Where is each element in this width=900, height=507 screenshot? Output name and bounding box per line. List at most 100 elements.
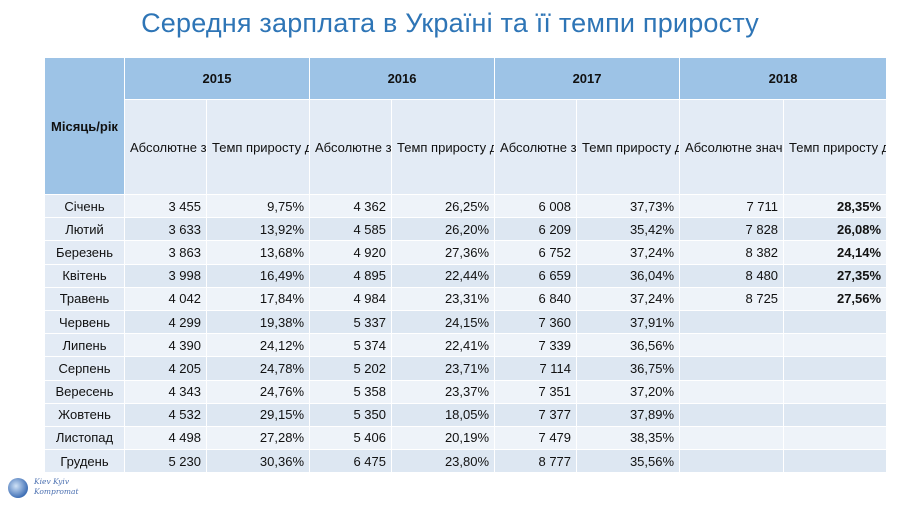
growth-rate-cell: 30,36% <box>205 449 311 474</box>
absolute-value-cell <box>679 402 785 427</box>
growth-rate-cell: 35,56% <box>576 449 681 474</box>
absolute-value-cell: 4 498 <box>124 425 207 451</box>
table-row: Лютий 3 633 13,92% 4 585 26,20% 6 209 35,42% 7 … <box>44 217 888 242</box>
absolute-value-cell <box>679 379 785 404</box>
table-row: Липень 4 390 24,12% 5 374 22,41% 7 339 36,56% <box>44 333 888 358</box>
growth-rate-cell: 37,89% <box>576 402 681 427</box>
absolute-value-cell: 7 339 <box>494 333 578 358</box>
growth-rate-cell: 17,84% <box>205 286 311 311</box>
absolute-value-cell: 8 777 <box>494 449 578 474</box>
month-cell: Травень <box>44 286 125 311</box>
absolute-value-cell: 6 752 <box>494 240 578 265</box>
growth-rate-cell: 13,92% <box>205 217 311 242</box>
table-row: Травень 4 042 17,84% 4 984 23,31% 6 840 37,24%… <box>44 286 888 311</box>
growth-rate-cell <box>783 309 888 335</box>
growth-rate-cell: 19,38% <box>205 309 311 335</box>
growth-rate-cell: 26,08% <box>783 217 888 242</box>
absolute-value-header: Абсолютне значення (грн) <box>679 99 785 195</box>
growth-rate-cell: 36,56% <box>576 333 681 358</box>
growth-rate-cell: 24,76% <box>205 379 311 404</box>
absolute-value-cell <box>679 425 785 451</box>
absolute-value-cell: 5 202 <box>309 356 393 381</box>
growth-rate-cell: 27,36% <box>391 240 496 265</box>
month-cell: Серпень <box>44 356 125 381</box>
absolute-value-cell: 7 479 <box>494 425 578 451</box>
absolute-value-cell: 4 362 <box>309 193 393 219</box>
absolute-value-cell: 3 863 <box>124 240 207 265</box>
growth-rate-cell: 24,12% <box>205 333 311 358</box>
absolute-value-header: Абсолютне значення (грн) <box>309 99 393 195</box>
absolute-value-cell: 5 230 <box>124 449 207 474</box>
growth-rate-cell: 13,68% <box>205 240 311 265</box>
table-row: Квітень 3 998 16,49% 4 895 22,44% 6 659 36,04%… <box>44 263 888 288</box>
month-cell: Жовтень <box>44 402 125 427</box>
absolute-value-cell: 6 475 <box>309 449 393 474</box>
growth-rate-cell: 37,24% <box>576 240 681 265</box>
absolute-value-cell: 7 114 <box>494 356 578 381</box>
absolute-value-cell: 4 895 <box>309 263 393 288</box>
growth-rate-cell: 28,35% <box>783 193 888 219</box>
month-cell: Лютий <box>44 217 125 242</box>
absolute-value-cell: 8 725 <box>679 286 785 311</box>
absolute-value-cell: 5 406 <box>309 425 393 451</box>
growth-rate-cell: 24,15% <box>391 309 496 335</box>
table-row: Червень 4 299 19,38% 5 337 24,15% 7 360 37,91% <box>44 309 888 335</box>
year-header: 2018 <box>679 57 888 100</box>
growth-rate-cell: 20,19% <box>391 425 496 451</box>
growth-rate-cell: 22,41% <box>391 333 496 358</box>
absolute-value-cell: 4 299 <box>124 309 207 335</box>
absolute-value-cell: 4 042 <box>124 286 207 311</box>
absolute-value-cell: 4 585 <box>309 217 393 242</box>
table-row: Листопад 4 498 27,28% 5 406 20,19% 7 479 38,35… <box>44 425 888 451</box>
growth-rate-cell: 37,73% <box>576 193 681 219</box>
table-row: Січень 3 455 9,75% 4 362 26,25% 6 008 37,73% 7 … <box>44 193 888 219</box>
growth-rate-cell: 36,75% <box>576 356 681 381</box>
month-cell: Березень <box>44 240 125 265</box>
year-header: 2016 <box>309 57 496 100</box>
absolute-value-cell: 5 374 <box>309 333 393 358</box>
absolute-value-cell: 3 998 <box>124 263 207 288</box>
month-cell: Липень <box>44 333 125 358</box>
absolute-value-cell: 7 828 <box>679 217 785 242</box>
table-row: Березень 3 863 13,68% 4 920 27,36% 6 752 37,24… <box>44 240 888 265</box>
corner-header: Місяць/рік <box>44 57 125 195</box>
growth-rate-cell: 9,75% <box>205 193 311 219</box>
absolute-value-header: Абсолютне значення (грн) <box>494 99 578 195</box>
growth-rate-header: Темп приросту до відповідного місяця мин… <box>391 99 496 195</box>
absolute-value-cell: 7 351 <box>494 379 578 404</box>
growth-rate-cell: 27,56% <box>783 286 888 311</box>
absolute-value-header: Абсолютне значення (грн) <box>124 99 207 195</box>
growth-rate-cell: 29,15% <box>205 402 311 427</box>
growth-rate-cell <box>783 333 888 358</box>
table-row: Жовтень 4 532 29,15% 5 350 18,05% 7 377 37,89% <box>44 402 888 427</box>
absolute-value-cell: 4 343 <box>124 379 207 404</box>
growth-rate-cell: 24,78% <box>205 356 311 381</box>
month-cell: Грудень <box>44 449 125 474</box>
logo: Kiev Kyiv Kompromat <box>6 472 86 502</box>
growth-rate-cell <box>783 449 888 474</box>
growth-rate-cell: 37,20% <box>576 379 681 404</box>
year-header: 2017 <box>494 57 681 100</box>
growth-rate-cell: 26,25% <box>391 193 496 219</box>
absolute-value-cell: 3 633 <box>124 217 207 242</box>
growth-rate-cell: 23,71% <box>391 356 496 381</box>
absolute-value-cell: 4 920 <box>309 240 393 265</box>
absolute-value-cell <box>679 333 785 358</box>
absolute-value-cell: 7 711 <box>679 193 785 219</box>
page-title: Середня зарплата в Україні та її темпи п… <box>141 8 759 38</box>
absolute-value-cell: 6 840 <box>494 286 578 311</box>
growth-rate-cell: 22,44% <box>391 263 496 288</box>
absolute-value-cell: 4 205 <box>124 356 207 381</box>
absolute-value-cell: 8 480 <box>679 263 785 288</box>
absolute-value-cell: 6 209 <box>494 217 578 242</box>
month-cell: Листопад <box>44 425 125 451</box>
logo-text-line: Kiev Kyiv <box>34 477 70 486</box>
absolute-value-cell: 4 984 <box>309 286 393 311</box>
month-cell: Січень <box>44 193 125 219</box>
growth-rate-cell: 37,24% <box>576 286 681 311</box>
growth-rate-cell: 37,91% <box>576 309 681 335</box>
logo-text-line: Kompromat <box>34 487 79 496</box>
table-row: Вересень 4 343 24,76% 5 358 23,37% 7 351 37,20… <box>44 379 888 404</box>
growth-rate-cell: 16,49% <box>205 263 311 288</box>
growth-rate-cell <box>783 356 888 381</box>
